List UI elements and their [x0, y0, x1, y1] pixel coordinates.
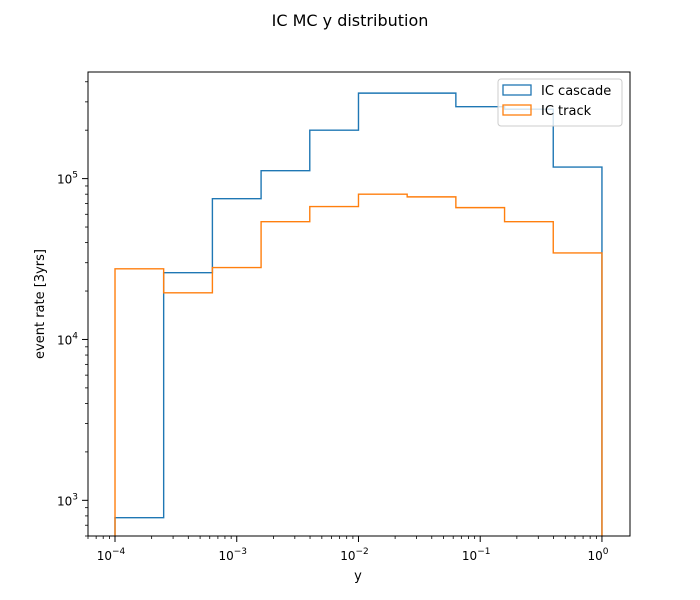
legend: IC cascade IC track	[497, 78, 623, 127]
legend-label-ic-cascade: IC cascade	[541, 84, 611, 99]
y-axis: 103 104 105	[57, 81, 88, 537]
x-tick-label: 100	[587, 547, 608, 563]
y-axis-label: event rate [3yrs]	[33, 249, 48, 359]
legend-swatch-ic-cascade	[502, 84, 532, 96]
legend-label-ic-track: IC track	[541, 104, 592, 119]
x-axis: 10−4 10−3 10−2 10−1 100	[87, 536, 609, 563]
x-tick-label: 10−1	[462, 547, 491, 563]
x-tick-label: 10−4	[97, 547, 126, 563]
y-tick-label: 103	[57, 492, 78, 508]
plot-frame	[87, 71, 631, 537]
series-ic-track-step	[114, 193, 603, 536]
legend-swatch-ic-track	[502, 104, 532, 116]
x-tick-label: 10−2	[340, 547, 369, 563]
legend-box	[497, 78, 623, 127]
y-tick-label: 105	[57, 171, 78, 187]
chart-title: IC MC y distribution	[272, 11, 429, 30]
x-tick-label: 10−3	[218, 547, 247, 563]
y-tick-label: 104	[57, 331, 78, 347]
x-axis-label: y	[354, 569, 362, 584]
